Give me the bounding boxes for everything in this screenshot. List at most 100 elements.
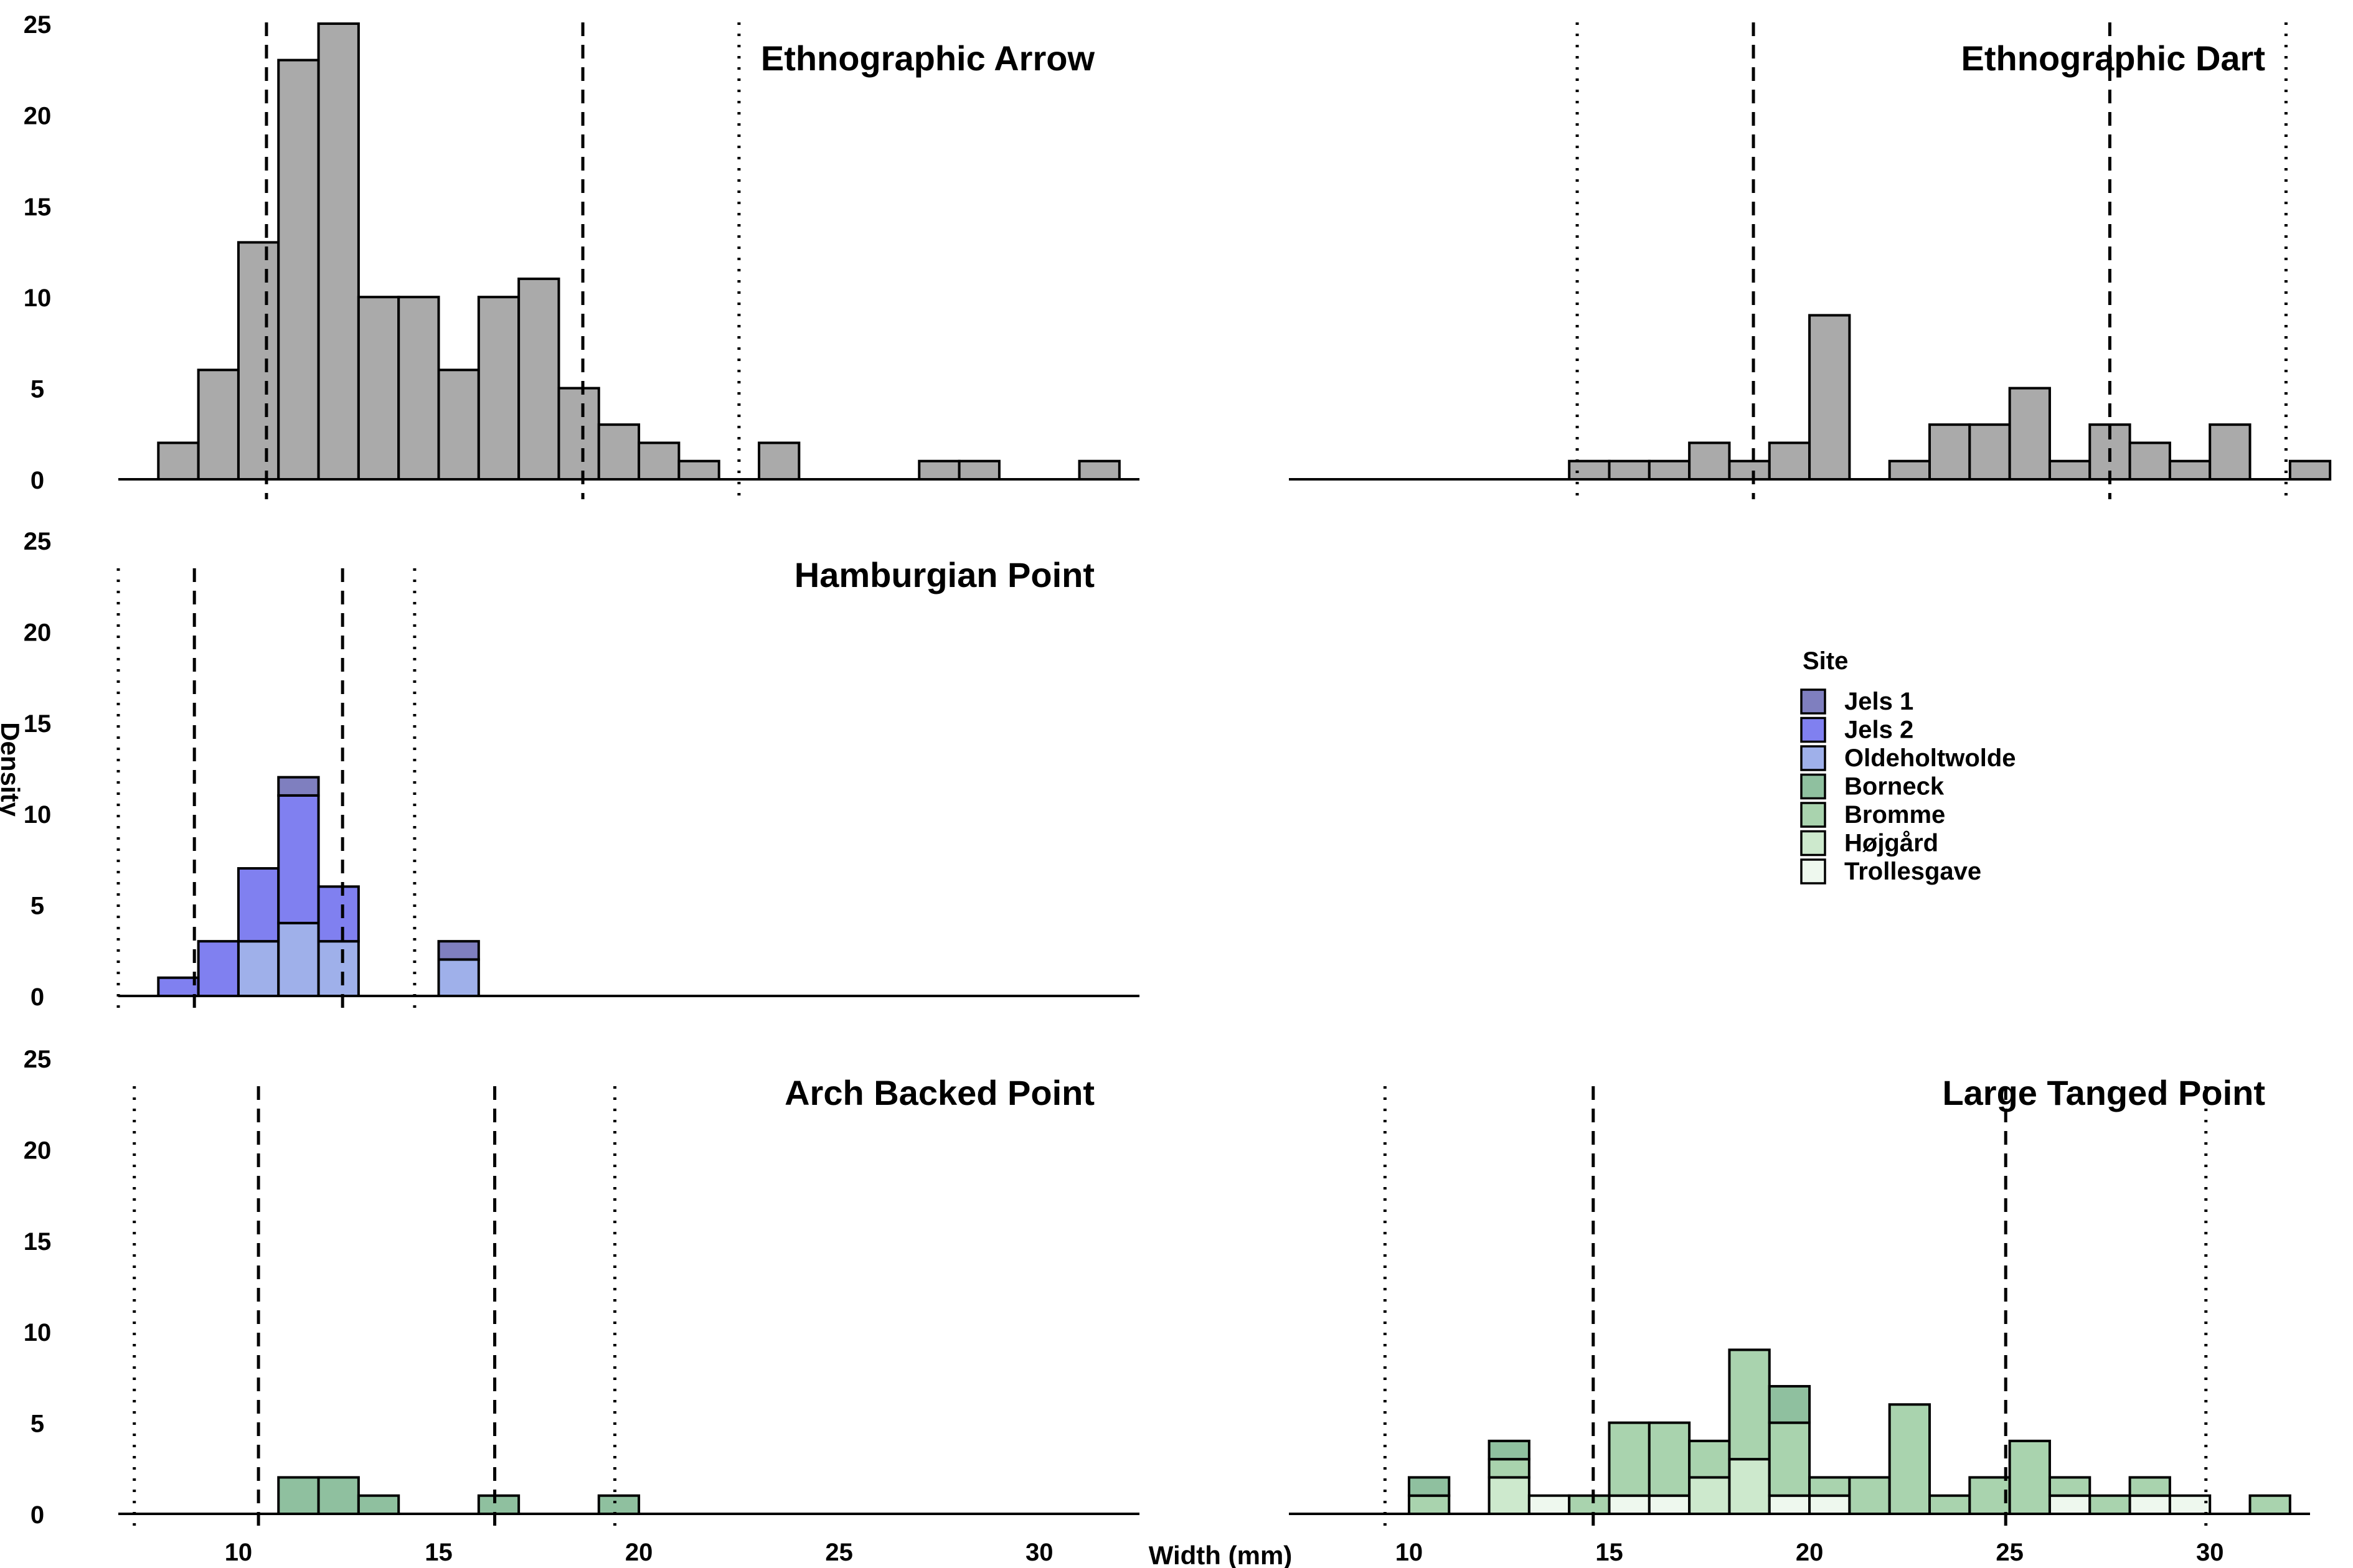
histogram-bar — [277, 776, 320, 797]
histogram-bar — [918, 459, 961, 481]
histogram-bar — [477, 1494, 521, 1515]
histogram-bar — [357, 296, 400, 481]
histogram-bar — [317, 1476, 360, 1515]
panel-title: Ethnographic Dart — [1961, 39, 2265, 78]
histogram-bar — [477, 296, 521, 481]
legend-label: Borneck — [1844, 773, 1945, 800]
x-tick-label: 30 — [2196, 1539, 2224, 1566]
histogram-bar — [1808, 1494, 1851, 1515]
y-tick-label: 10 — [24, 284, 52, 312]
legend-title: Site — [1803, 647, 1848, 675]
histogram-bar — [1808, 1476, 1851, 1497]
histogram-bar — [1968, 1476, 2011, 1515]
histogram-bar — [1848, 1476, 1891, 1515]
histogram-bar — [597, 1494, 641, 1515]
y-tick-label: 5 — [31, 376, 44, 403]
legend-label: Højgård — [1844, 830, 1938, 857]
histogram-bar — [1407, 1476, 1451, 1497]
y-tick-label: 5 — [31, 893, 44, 920]
histogram-bar — [1608, 1421, 1651, 1497]
legend-swatch — [1800, 745, 1826, 771]
legend-label: Oldeholtwolde — [1844, 744, 2016, 772]
y-tick-label: 0 — [31, 1501, 44, 1529]
histogram-bar — [277, 1476, 320, 1515]
x-tick-label: 15 — [425, 1539, 453, 1566]
y-tick-label: 0 — [31, 467, 44, 494]
x-tick-label: 20 — [1796, 1539, 1824, 1566]
y-tick-label: 15 — [24, 194, 52, 221]
y-tick-label: 10 — [24, 1319, 52, 1346]
histogram-bar — [1768, 1385, 1811, 1424]
y-tick-label: 10 — [24, 801, 52, 829]
histogram-bar — [1688, 1439, 1731, 1479]
legend-label: Bromme — [1844, 801, 1945, 829]
histogram-bar — [1648, 1494, 1691, 1515]
legend-swatch — [1800, 802, 1826, 828]
x-tick-label: 25 — [825, 1539, 853, 1566]
histogram-bar — [1688, 1476, 1731, 1515]
histogram-bar — [677, 459, 720, 481]
histogram-bar — [2128, 441, 2171, 481]
histogram-bar — [1928, 1494, 1971, 1515]
histogram-bar — [597, 423, 641, 481]
panel-title: Arch Backed Point — [785, 1073, 1095, 1112]
histogram-bar — [277, 921, 320, 998]
histogram-bar — [638, 441, 681, 481]
y-tick-label: 25 — [24, 11, 52, 39]
histogram-bar — [1608, 1494, 1651, 1515]
histogram-bar — [1078, 459, 1121, 481]
histogram-bar — [357, 1494, 400, 1515]
histogram-bar — [437, 369, 480, 481]
histogram-bar — [2209, 423, 2252, 481]
histogram-bar — [1768, 441, 1811, 481]
y-tick-label: 15 — [24, 710, 52, 738]
histogram-bar — [1568, 459, 1611, 481]
histogram-bar — [1648, 1421, 1691, 1497]
histogram-bar — [1808, 314, 1851, 481]
histogram-bar — [437, 940, 480, 961]
x-tick-label: 20 — [625, 1539, 653, 1566]
legend-label: Jels 2 — [1844, 716, 1913, 744]
histogram-bar — [758, 441, 801, 481]
histogram-bar — [397, 296, 440, 481]
histogram-bar — [237, 241, 280, 481]
panel-large-tanged-point: Large Tanged Point — [1289, 1073, 2310, 1534]
histogram-bar — [157, 976, 200, 997]
histogram-bar — [2048, 1476, 2091, 1497]
histogram-bar — [2248, 1494, 2291, 1515]
histogram-bar — [2088, 1494, 2131, 1515]
histogram-bar — [2128, 1476, 2171, 1497]
panel-ethnographic-arrow: Ethnographic Arrow 0 5 10 15 20 25 — [24, 11, 1139, 499]
histogram-bar — [2288, 459, 2332, 481]
y-tick-label: 5 — [31, 1411, 44, 1438]
histogram-bar — [317, 885, 360, 943]
y-tick-label: 20 — [24, 619, 52, 646]
histogram-bar — [2168, 459, 2212, 481]
histogram-bar — [157, 441, 200, 481]
histogram-bar — [1888, 459, 1931, 481]
histogram-bar — [1728, 1348, 1771, 1461]
y-tick-label: 0 — [31, 984, 44, 1011]
x-axis-title: Width (mm) — [1149, 1541, 1293, 1568]
x-tick-label: 30 — [1026, 1539, 1054, 1566]
histogram-bar — [437, 958, 480, 997]
panel-arch-backed-point: Arch Backed Point 0 5 10 15 20 25 — [24, 1046, 1139, 1534]
legend-swatch — [1800, 858, 1826, 885]
y-tick-label: 25 — [24, 1046, 52, 1073]
histogram-bar — [2048, 459, 2091, 481]
histogram-bar — [197, 940, 240, 998]
y-tick-label: 15 — [24, 1228, 52, 1256]
histogram-bar — [2168, 1494, 2212, 1515]
panel-title: Ethnographic Arrow — [761, 39, 1095, 78]
histogram-bar — [1928, 423, 1971, 481]
histogram-bar — [1488, 1439, 1530, 1461]
histogram-bar — [1648, 459, 1691, 481]
histogram-bar — [1688, 441, 1731, 481]
y-tick-label: 20 — [24, 102, 52, 129]
panel-hamburgian-point: Hamburgian Point 0 5 10 15 20 25 — [24, 528, 1139, 1016]
histogram-bar — [2008, 1439, 2051, 1515]
legend-label: Trollesgave — [1844, 858, 1981, 885]
x-tick-label: 10 — [1395, 1539, 1423, 1566]
histogram-bar — [2128, 1494, 2171, 1515]
